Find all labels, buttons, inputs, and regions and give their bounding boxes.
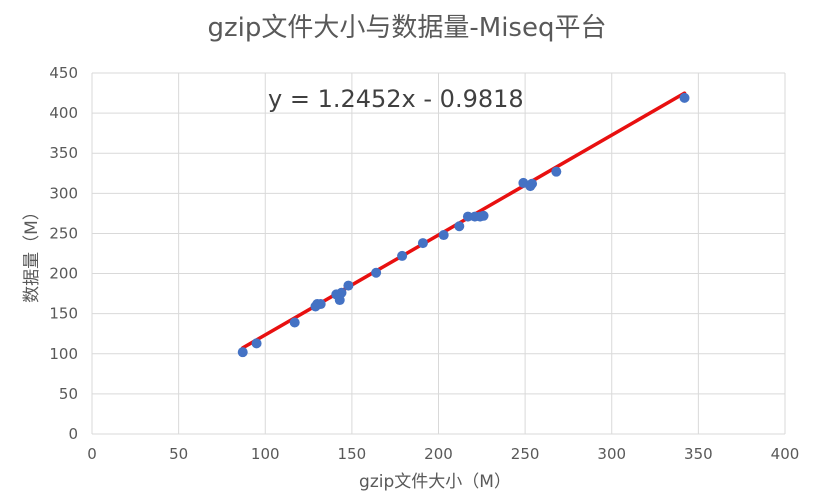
data-point (527, 178, 538, 189)
x-tick-label: 100 (251, 445, 280, 463)
data-point (315, 299, 326, 310)
data-points (237, 92, 690, 358)
x-tick-label: 400 (771, 445, 800, 463)
y-tick-label: 50 (59, 385, 78, 403)
y-tick-label: 350 (49, 144, 78, 162)
data-point (551, 166, 562, 177)
data-point (417, 238, 428, 249)
x-tick-label: 200 (424, 445, 453, 463)
x-tick-label: 150 (338, 445, 367, 463)
y-tick-label: 400 (49, 104, 78, 122)
x-tick-label: 0 (87, 445, 97, 463)
x-tick-label: 350 (684, 445, 713, 463)
trendline-layer (240, 91, 687, 350)
data-point (371, 267, 382, 278)
data-point (289, 317, 300, 328)
y-tick-label: 250 (49, 224, 78, 242)
y-tick-label: 100 (49, 345, 78, 363)
x-tick-label: 300 (597, 445, 626, 463)
trendline (240, 91, 687, 350)
data-point (251, 338, 262, 349)
data-point (336, 287, 347, 298)
y-tick-label: 150 (49, 305, 78, 323)
x-tick-label: 250 (511, 445, 540, 463)
data-point (454, 221, 465, 232)
data-point (679, 92, 690, 103)
data-point (237, 347, 248, 358)
chart-title: gzip文件大小与数据量-Miseq平台 (208, 13, 607, 43)
y-axis-ticks: 0 50 100 150 200 250 300 350 400 450 (49, 64, 78, 443)
data-point (438, 230, 449, 241)
x-axis-ticks: 0 50 100 150 200 250 300 350 400 (87, 445, 799, 463)
y-axis-label: 数据量（M） (22, 203, 42, 303)
data-point (462, 211, 473, 222)
trendline-equation: y = 1.2452x - 0.9818 (268, 85, 524, 113)
y-tick-label: 200 (49, 265, 78, 283)
data-point (478, 210, 489, 221)
data-point (397, 250, 408, 261)
y-tick-label: 0 (68, 425, 78, 443)
x-axis-label: gzip文件大小（M） (359, 472, 511, 492)
gridlines (91, 72, 786, 435)
x-tick-label: 50 (169, 445, 188, 463)
y-tick-label: 300 (49, 184, 78, 202)
y-tick-label: 450 (49, 64, 78, 82)
data-point (343, 280, 354, 291)
